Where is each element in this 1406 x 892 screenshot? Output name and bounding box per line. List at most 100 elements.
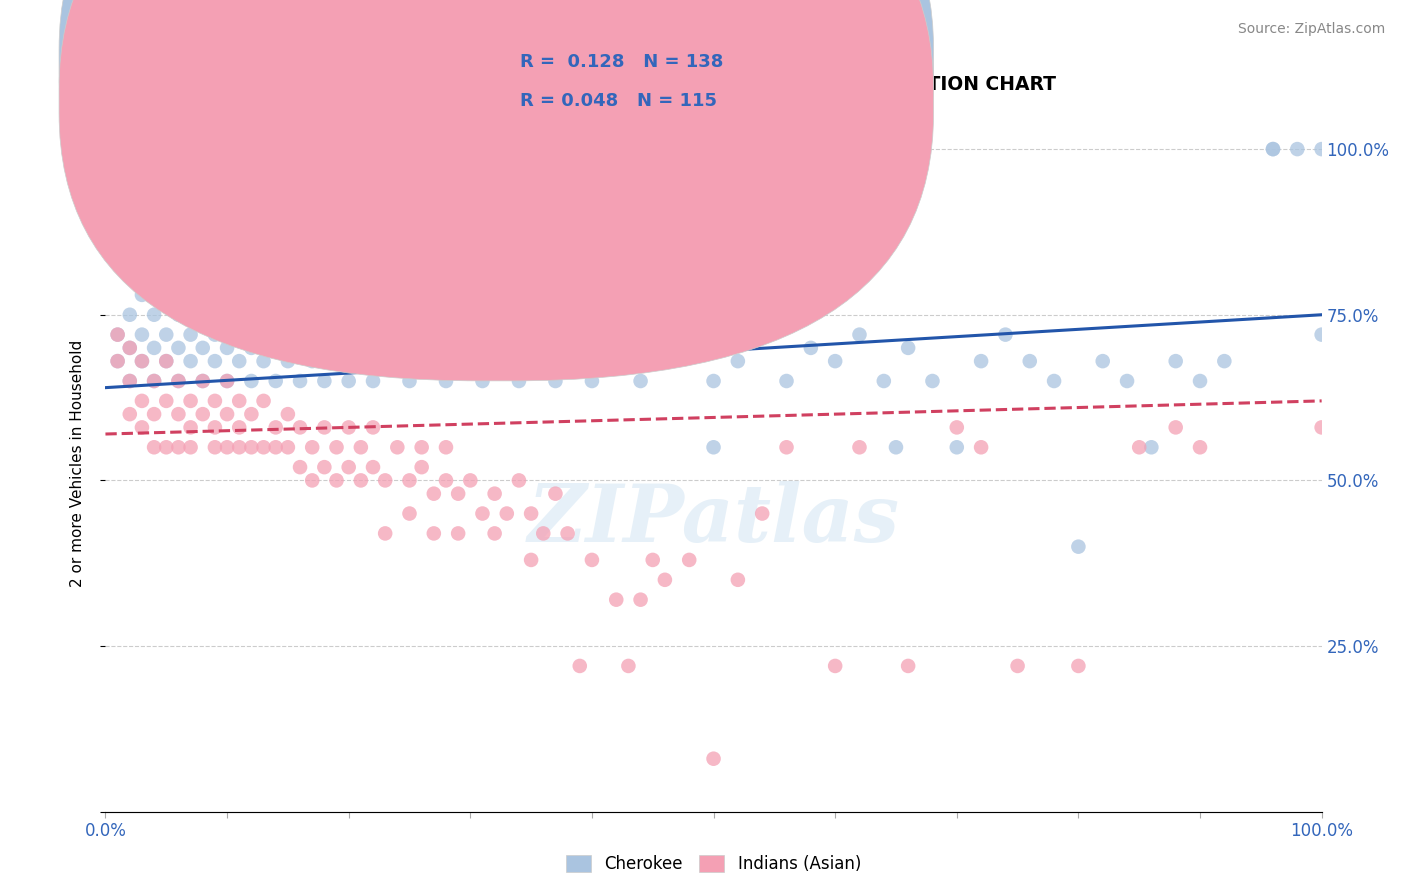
- Point: [167, 341, 190, 355]
- Point: [118, 374, 141, 388]
- Point: [167, 374, 190, 388]
- Point: [191, 341, 214, 355]
- Point: [568, 327, 591, 342]
- Point: [361, 341, 384, 355]
- Point: [531, 327, 554, 342]
- Point: [167, 374, 190, 388]
- Point: [155, 288, 177, 302]
- Text: R = 0.048   N = 115: R = 0.048 N = 115: [520, 92, 717, 110]
- Point: [1091, 354, 1114, 368]
- Point: [581, 341, 603, 355]
- Point: [824, 659, 846, 673]
- Text: CHEROKEE VS INDIAN (ASIAN) 2 OR MORE VEHICLES IN HOUSEHOLD CORRELATION CHART: CHEROKEE VS INDIAN (ASIAN) 2 OR MORE VEH…: [105, 75, 1056, 94]
- Point: [581, 553, 603, 567]
- Point: [508, 474, 530, 488]
- Point: [167, 308, 190, 322]
- Point: [387, 261, 409, 276]
- Point: [228, 420, 250, 434]
- Point: [970, 440, 993, 454]
- Point: [458, 474, 481, 488]
- Point: [217, 308, 239, 322]
- Point: [217, 341, 239, 355]
- Point: [252, 440, 274, 454]
- Point: [180, 354, 202, 368]
- Point: [350, 327, 373, 342]
- Point: [484, 486, 506, 500]
- Point: [131, 327, 153, 342]
- Point: [1310, 327, 1333, 342]
- Point: [264, 308, 287, 322]
- Point: [434, 374, 457, 388]
- Point: [180, 288, 202, 302]
- Point: [228, 393, 250, 408]
- Point: [508, 374, 530, 388]
- Point: [630, 592, 652, 607]
- Point: [897, 341, 920, 355]
- Point: [252, 354, 274, 368]
- Point: [118, 308, 141, 322]
- Point: [654, 354, 676, 368]
- Point: [191, 374, 214, 388]
- Point: [143, 374, 166, 388]
- Point: [240, 407, 263, 421]
- Point: [544, 374, 567, 388]
- Point: [264, 341, 287, 355]
- Point: [423, 526, 446, 541]
- Point: [325, 440, 347, 454]
- Point: [434, 341, 457, 355]
- Point: [544, 486, 567, 500]
- Point: [264, 440, 287, 454]
- Point: [1007, 659, 1029, 673]
- Point: [204, 288, 226, 302]
- Point: [471, 374, 494, 388]
- Point: [775, 440, 797, 454]
- Point: [301, 474, 323, 488]
- Point: [848, 327, 870, 342]
- Point: [217, 407, 239, 421]
- Point: [143, 308, 166, 322]
- Point: [155, 354, 177, 368]
- Point: [228, 354, 250, 368]
- Point: [361, 374, 384, 388]
- Point: [180, 440, 202, 454]
- Point: [800, 341, 823, 355]
- Point: [264, 420, 287, 434]
- Point: [520, 553, 543, 567]
- Point: [204, 420, 226, 434]
- Point: [288, 420, 311, 434]
- Point: [495, 507, 517, 521]
- Point: [458, 327, 481, 342]
- Point: [301, 440, 323, 454]
- Point: [873, 374, 896, 388]
- Point: [471, 341, 494, 355]
- Point: [945, 420, 967, 434]
- Point: [252, 393, 274, 408]
- Point: [520, 354, 543, 368]
- Point: [1189, 440, 1212, 454]
- Point: [1189, 374, 1212, 388]
- Point: [617, 659, 640, 673]
- Point: [945, 440, 967, 454]
- Point: [1128, 440, 1150, 454]
- Point: [131, 393, 153, 408]
- Point: [118, 374, 141, 388]
- Point: [1310, 420, 1333, 434]
- Point: [314, 420, 336, 434]
- Point: [484, 526, 506, 541]
- Point: [131, 420, 153, 434]
- Point: [240, 308, 263, 322]
- Point: [118, 341, 141, 355]
- Point: [118, 407, 141, 421]
- Point: [1043, 374, 1066, 388]
- Point: [921, 374, 943, 388]
- Point: [423, 327, 446, 342]
- Point: [143, 407, 166, 421]
- Point: [107, 354, 129, 368]
- Point: [1213, 354, 1236, 368]
- Point: [155, 327, 177, 342]
- Point: [180, 420, 202, 434]
- Point: [374, 526, 396, 541]
- Point: [568, 659, 591, 673]
- Point: [204, 354, 226, 368]
- Point: [288, 341, 311, 355]
